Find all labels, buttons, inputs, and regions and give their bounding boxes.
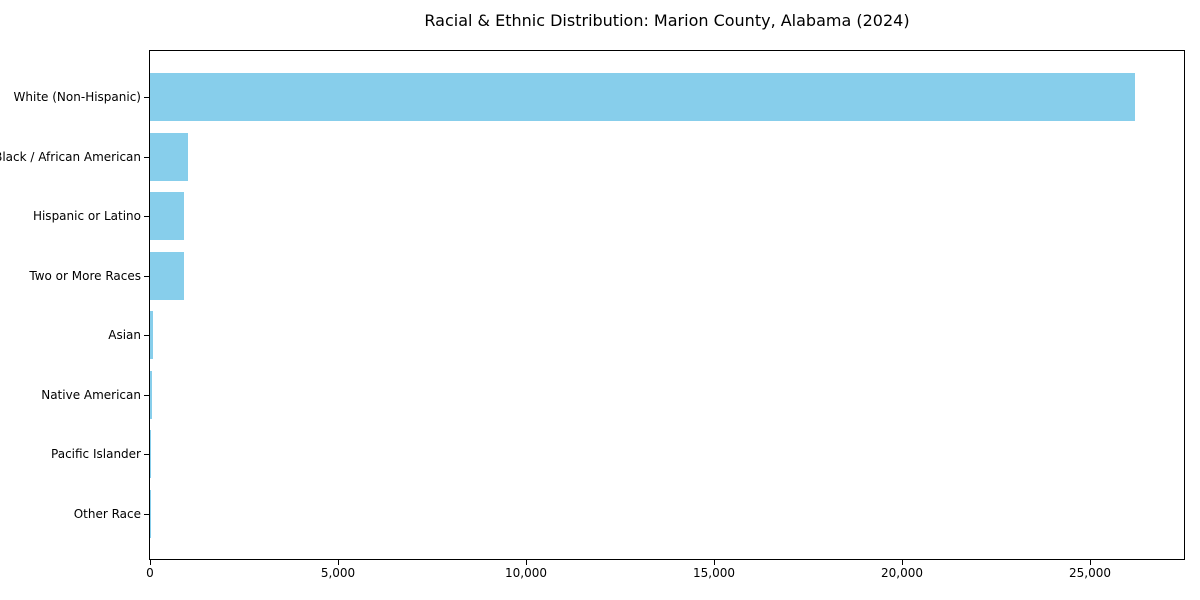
y-axis-tick <box>144 275 149 277</box>
x-axis-tick <box>149 560 151 565</box>
y-axis-tick <box>144 156 149 158</box>
y-tick-label: Asian <box>108 328 141 343</box>
bar-native-american <box>150 370 152 419</box>
y-axis-tick <box>144 335 149 337</box>
x-tick-label: 0 <box>146 566 154 580</box>
bar-black-african-american <box>150 132 188 181</box>
y-axis-tick <box>144 216 149 218</box>
y-axis-tick <box>144 454 149 456</box>
x-tick-label: 25,000 <box>1069 566 1111 580</box>
x-tick-label: 5,000 <box>320 566 356 580</box>
x-axis-tick <box>1089 560 1091 565</box>
y-tick-label: Other Race <box>73 506 141 521</box>
y-tick-label: Black / African American <box>0 149 141 164</box>
x-axis-tick <box>713 560 715 565</box>
x-tick-label: 10,000 <box>505 566 547 580</box>
chart-title: Racial & Ethnic Distribution: Marion Cou… <box>424 11 910 30</box>
bar-white-non-hispanic <box>150 73 1136 121</box>
bar-asian <box>150 311 154 360</box>
y-tick-label: Two or More Races <box>29 268 141 283</box>
x-axis-tick <box>337 560 339 565</box>
y-tick-label: Hispanic or Latino <box>32 209 141 224</box>
x-axis-tick <box>525 560 527 565</box>
y-tick-label: Native American <box>41 387 141 402</box>
y-axis-tick <box>144 97 149 98</box>
x-axis-tick <box>901 560 903 565</box>
y-axis-labels: White (Non-Hispanic) Black / African Amer… <box>0 0 141 600</box>
y-tick-label: Pacific Islander <box>51 447 141 462</box>
bar-two-or-more-races <box>150 251 184 300</box>
y-tick-label: White (Non-Hispanic) <box>13 90 141 104</box>
plot-area <box>149 50 1185 560</box>
bar-pacific-islander <box>150 430 151 479</box>
x-tick-label: 15,000 <box>693 566 735 580</box>
y-axis-tick <box>144 513 149 515</box>
x-tick-label: 20,000 <box>881 566 923 580</box>
y-axis-tick <box>144 394 149 396</box>
bar-hispanic-or-latino <box>150 192 185 241</box>
